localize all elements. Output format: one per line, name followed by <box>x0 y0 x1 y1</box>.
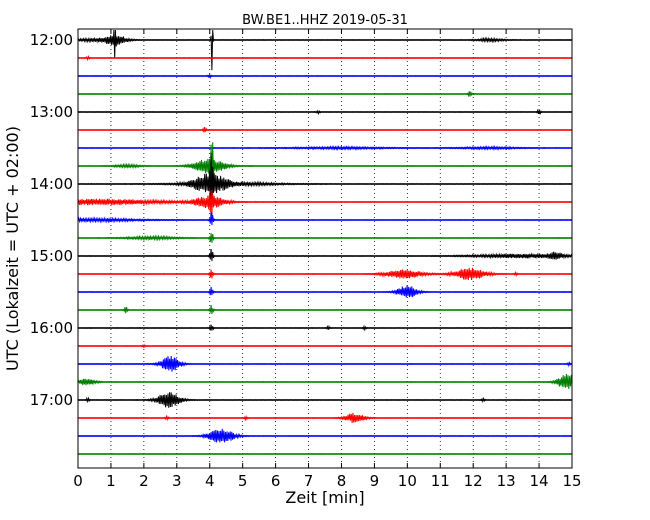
trace-1430 <box>77 211 573 226</box>
x-axis-label: Zeit [min] <box>285 488 364 507</box>
x-tick-label: 8 <box>337 472 347 490</box>
x-tick-label: 6 <box>271 472 281 490</box>
x-tick-label: 9 <box>370 472 380 490</box>
y-tick-label: 13:00 <box>30 103 73 121</box>
x-tick-label: 0 <box>73 472 83 490</box>
chart-title: BW.BE1..HHZ 2019-05-31 <box>242 13 408 28</box>
x-tick-label: 13 <box>497 472 516 490</box>
x-tick-label: 4 <box>205 472 215 490</box>
y-tick-label: 14:00 <box>30 175 73 193</box>
x-tick-label: 15 <box>562 472 581 490</box>
plot-frame <box>77 28 573 469</box>
x-axis: 0 1 2 3 4 5 6 7 8 9 10 11 12 13 14 15 <box>73 29 582 490</box>
x-tick-label: 10 <box>398 472 417 490</box>
trace-1500 <box>77 248 573 261</box>
x-tick-label: 2 <box>139 472 149 490</box>
traces <box>77 29 573 455</box>
x-tick-label: 12 <box>464 472 483 490</box>
x-tick-label: 5 <box>238 472 248 490</box>
y-axis-label: UTC (Lokalzeit = UTC + 02:00) <box>3 126 22 371</box>
y-tick-label: 12:00 <box>30 31 73 49</box>
x-tick-label: 7 <box>304 472 314 490</box>
x-tick-label: 14 <box>530 472 549 490</box>
y-tick-label: 15:00 <box>30 247 73 265</box>
y-tick-label: 17:00 <box>30 391 73 409</box>
trace-1200 <box>77 29 573 71</box>
x-tick-label: 1 <box>106 472 116 490</box>
y-tick-label: 16:00 <box>30 319 73 337</box>
x-tick-label: 3 <box>172 472 182 490</box>
x-tick-label: 11 <box>431 472 450 490</box>
y-axis: 12:00 13:00 14:00 15:00 16:00 17:00 <box>30 31 572 409</box>
